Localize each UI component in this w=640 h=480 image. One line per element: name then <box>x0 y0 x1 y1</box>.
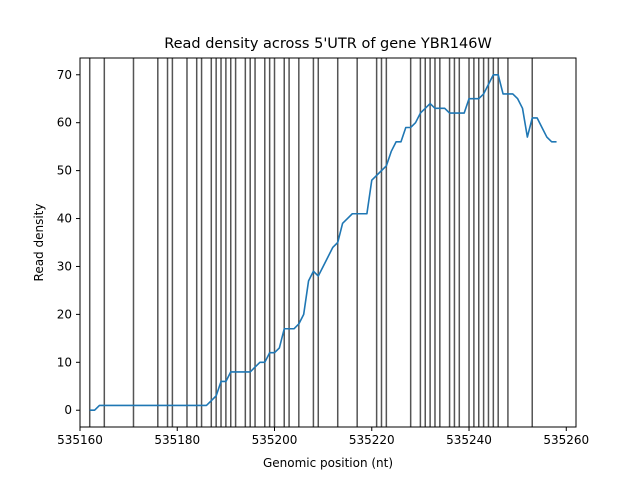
y-tick-label: 40 <box>57 212 72 226</box>
y-tick-label: 20 <box>57 307 72 321</box>
series-layer <box>89 73 557 412</box>
x-tick-label: 535180 <box>154 433 200 447</box>
x-tick-label: 535260 <box>543 433 589 447</box>
y-tick-label: 60 <box>57 116 72 130</box>
plot-frame <box>79 57 577 428</box>
chart-title: Read density across 5'UTR of gene YBR146… <box>164 36 492 52</box>
y-tick-label: 70 <box>57 68 72 82</box>
x-tick-label: 535220 <box>349 433 395 447</box>
y-tick-label: 30 <box>57 259 72 273</box>
y-axis-label: Read density <box>32 204 46 282</box>
y-tick-label: 50 <box>57 164 72 178</box>
y-tick-label: 10 <box>57 355 72 369</box>
x-tick-label: 535160 <box>57 433 103 447</box>
x-tick-label: 535200 <box>252 433 298 447</box>
y-tick-label: 0 <box>64 403 72 417</box>
x-axis-label: Genomic position (nt) <box>263 456 393 470</box>
vertical-lines <box>88 58 533 427</box>
x-axis-ticks: 535160 535180 535200 535220 535240 535260 <box>57 427 589 447</box>
x-tick-label: 535240 <box>446 433 492 447</box>
y-axis-ticks: 0 10 20 30 40 50 60 70 <box>57 68 80 417</box>
series-line-0 <box>89 73 557 412</box>
